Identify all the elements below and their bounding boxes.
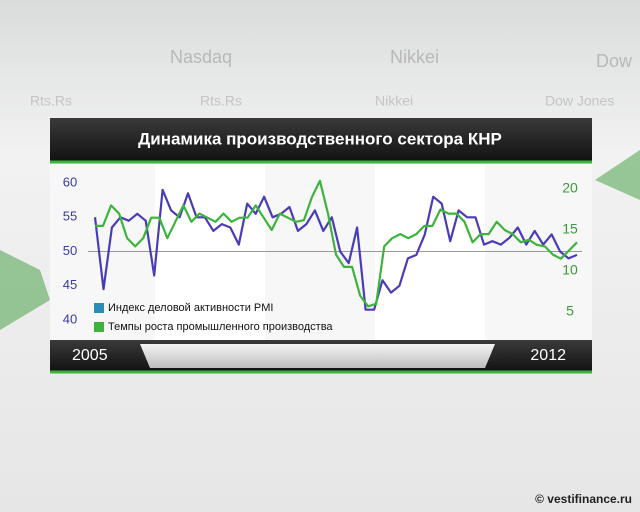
- chart-title: Динамика производственного сектора КНР: [138, 129, 502, 148]
- ticker: Rts.Rs: [30, 93, 72, 109]
- series-line: [95, 179, 578, 308]
- decor: [595, 150, 640, 200]
- y-tick-label: 45: [63, 277, 77, 292]
- y2-tick-label: 5: [566, 303, 574, 319]
- y2-tick-label: 20: [562, 180, 578, 196]
- y-tick-label: 60: [63, 174, 77, 189]
- ticker: Dow: [596, 51, 633, 71]
- x-start-label: 2005: [72, 347, 108, 364]
- x-end-label: 2012: [530, 347, 566, 364]
- series-line: [93, 188, 578, 311]
- legend-label: Индекс деловой активности PMI: [108, 302, 273, 314]
- ticker: Nasdaq: [170, 47, 232, 67]
- legend-swatch: [94, 303, 104, 313]
- y2-tick-label: 15: [562, 221, 578, 237]
- time-slider: [140, 344, 495, 368]
- legend-swatch: [94, 322, 104, 332]
- y-tick-label: 40: [63, 311, 77, 326]
- decor: [0, 250, 50, 330]
- ticker: Nikkei: [375, 93, 413, 109]
- ticker: Dow Jones: [545, 93, 614, 109]
- title-bar: [50, 118, 592, 162]
- watermark: © vestifinance.ru: [535, 492, 632, 506]
- ticker: Rts.Rs: [200, 93, 242, 109]
- legend-label: Темпы роста промышленного производства: [108, 321, 333, 333]
- y-tick-label: 55: [63, 209, 77, 224]
- plot: 40 45 50 55 60 5 10 15 20 Индекс деловой активнос…: [63, 174, 582, 333]
- y2-tick-label: 10: [562, 262, 578, 278]
- ticker: Nikkei: [390, 47, 439, 67]
- y-tick-label: 50: [63, 243, 77, 258]
